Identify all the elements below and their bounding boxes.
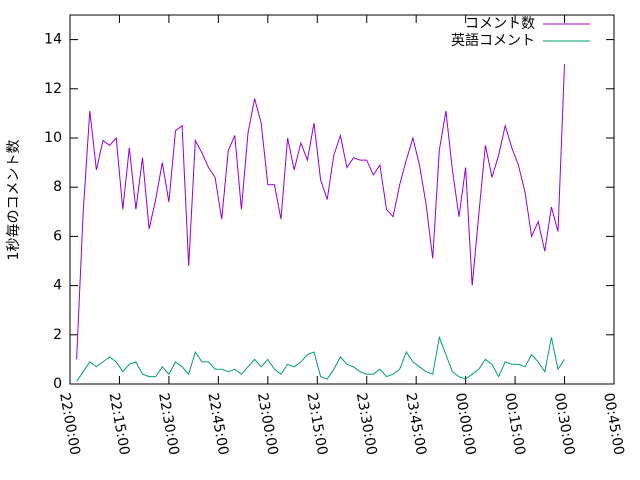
y-tick-label: 14 <box>44 32 62 48</box>
y-tick-label: 10 <box>44 130 62 146</box>
y-tick-label: 2 <box>53 327 62 343</box>
x-tick-label: 23:00:00 <box>254 392 281 457</box>
x-tick-label: 22:45:00 <box>204 392 231 457</box>
x-tick-label: 22:15:00 <box>106 392 133 457</box>
x-tick-label: 22:30:00 <box>155 392 182 457</box>
series-line <box>76 64 565 360</box>
x-tick-label: 23:45:00 <box>402 392 429 457</box>
y-tick-label: 8 <box>53 179 62 195</box>
x-tick-label: 23:15:00 <box>303 392 330 457</box>
series-line <box>76 335 565 382</box>
y-tick-label: 12 <box>44 81 62 97</box>
x-tick-label: 00:45:00 <box>600 392 627 457</box>
y-axis-label: 1秒毎のコメント数 <box>6 140 22 261</box>
y-tick-label: 0 <box>53 376 62 392</box>
x-tick-label: 00:15:00 <box>501 392 528 457</box>
legend-label: 英語コメント <box>451 32 535 49</box>
plot-border <box>69 14 615 385</box>
y-tick-label: 6 <box>53 228 62 244</box>
y-tick-label: 4 <box>53 278 62 294</box>
x-tick-label: 00:30:00 <box>551 392 578 457</box>
x-tick-label: 00:00:00 <box>452 392 479 457</box>
legend-label: コメント数 <box>465 16 535 32</box>
x-tick-label: 23:30:00 <box>353 392 380 457</box>
x-tick-label: 22:00:00 <box>56 392 83 457</box>
